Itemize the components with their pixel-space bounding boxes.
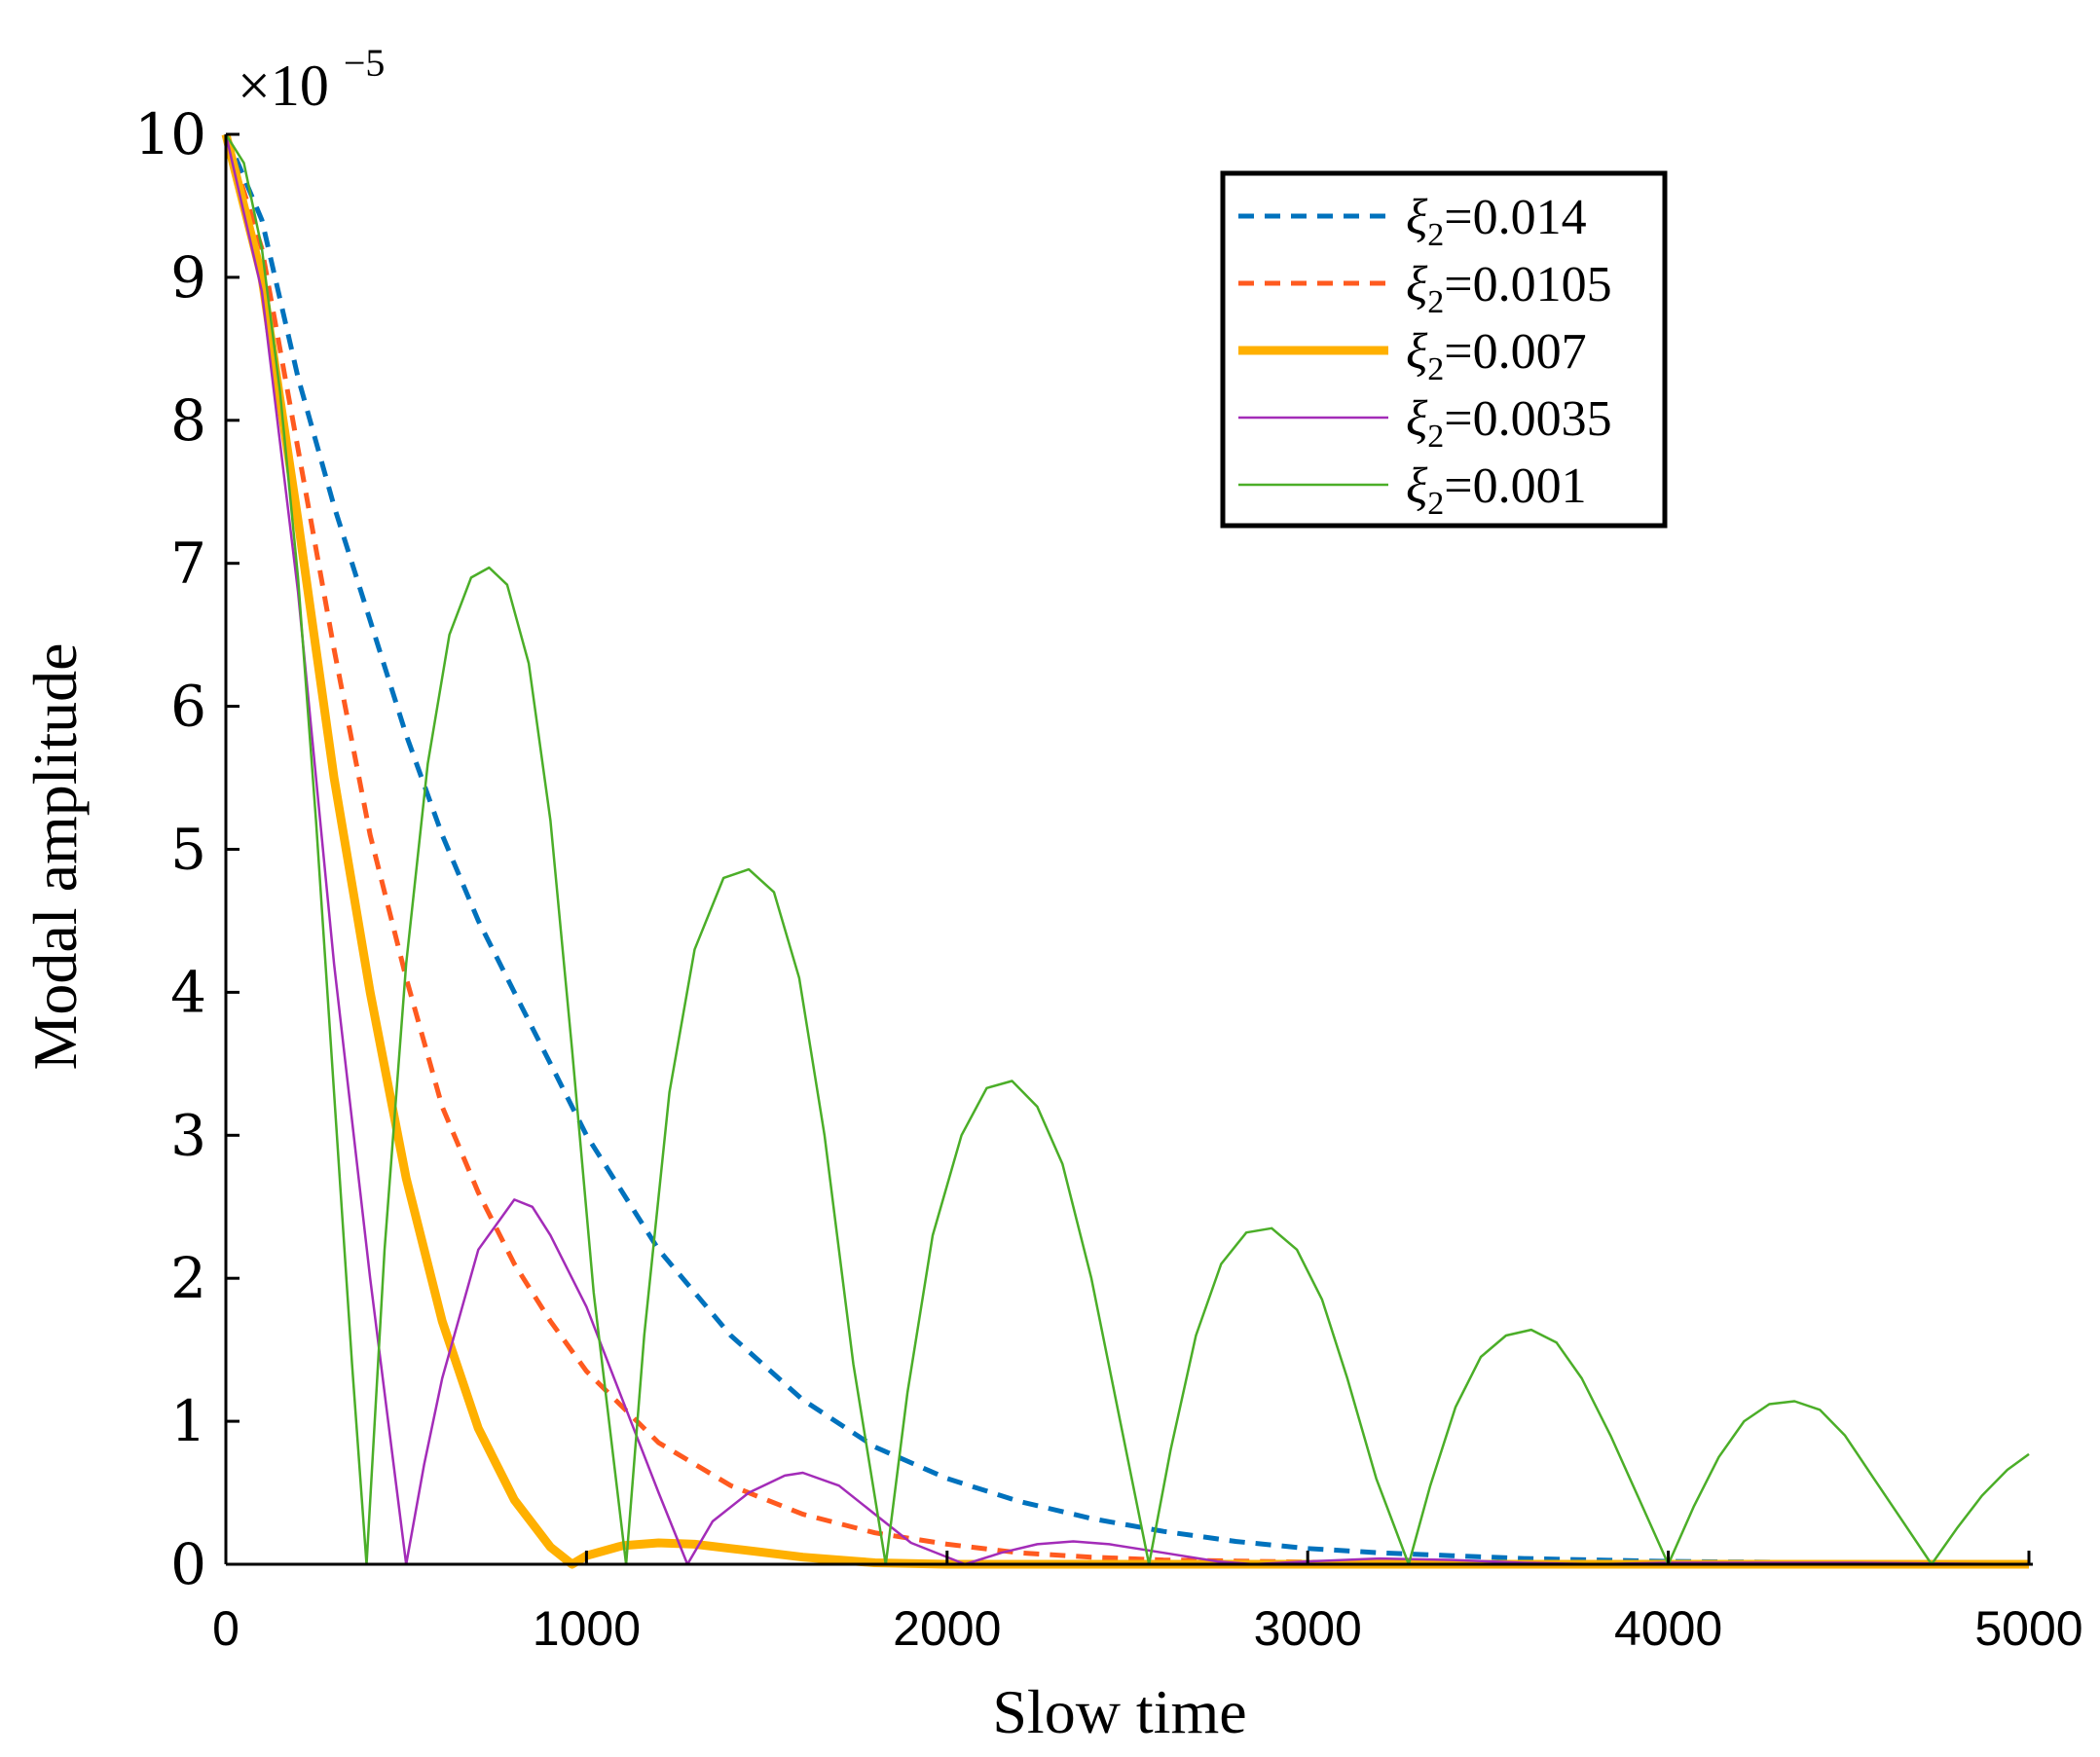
- y-ticks: 0 1 2 3 4 5 6 7 8 9 10: [134, 101, 239, 1597]
- x-tick-label-5000: 5000: [1974, 1601, 2082, 1656]
- y-tick-label-5: 5: [170, 817, 206, 883]
- legend: ξ2=0.014ξ2=0.0105ξ2=0.007ξ2=0.0035ξ2=0.0…: [1220, 170, 1668, 529]
- y-tick-label-1: 1: [170, 1388, 206, 1454]
- y-tick-label-10: 10: [134, 101, 206, 167]
- y-multiplier-exponent: −5: [344, 41, 386, 85]
- legend-box: [1220, 170, 1668, 529]
- x-tick-label-2000: 2000: [893, 1601, 1001, 1656]
- legend-value: =0.007: [1444, 324, 1586, 380]
- legend-symbol: ξ: [1406, 458, 1428, 514]
- series-line-5: [224, 133, 2030, 1566]
- x-tick-label-4000: 4000: [1614, 1601, 1722, 1656]
- y-axis-title: Modal amplitude: [20, 642, 90, 1070]
- y-tick-label-7: 7: [170, 531, 206, 597]
- y-tick-label-3: 3: [170, 1102, 206, 1168]
- y-tick-label-6: 6: [170, 674, 206, 740]
- x-axis-title: Slow time: [992, 1677, 1246, 1746]
- y-tick-label-4: 4: [170, 959, 206, 1025]
- x-ticks: 0 1000 2000 3000 4000 5000: [212, 1551, 2083, 1656]
- x-tick-label-0: 0: [212, 1601, 239, 1656]
- legend-subscript: 2: [1427, 284, 1444, 320]
- legend-symbol: ξ: [1406, 324, 1428, 380]
- legend-symbol: ξ: [1406, 257, 1428, 312]
- series-line-1: [223, 133, 2030, 1566]
- legend-value: =0.0035: [1444, 391, 1611, 447]
- x-tick-label-3000: 3000: [1254, 1601, 1362, 1656]
- legend-symbol: ξ: [1406, 190, 1428, 245]
- y-multiplier: ×10 −5: [238, 41, 385, 118]
- legend-symbol: ξ: [1406, 391, 1428, 447]
- legend-subscript: 2: [1427, 217, 1444, 253]
- y-tick-label-0: 0: [170, 1531, 206, 1597]
- y-tick-label-9: 9: [170, 244, 206, 311]
- legend-label-1: ξ2=0.014: [1406, 190, 1587, 253]
- legend-label-4: ξ2=0.0035: [1406, 391, 1612, 455]
- legend-value: =0.014: [1444, 190, 1586, 245]
- legend-value: =0.0105: [1444, 257, 1611, 312]
- legend-value: =0.001: [1444, 458, 1586, 514]
- legend-subscript: 2: [1427, 486, 1444, 522]
- legend-subscript: 2: [1427, 351, 1444, 387]
- legend-subscript: 2: [1427, 419, 1444, 455]
- y-tick-label-8: 8: [170, 387, 206, 454]
- legend-label-2: ξ2=0.0105: [1406, 257, 1612, 320]
- y-multiplier-base: ×10: [238, 54, 329, 118]
- legend-label-5: ξ2=0.001: [1406, 458, 1587, 522]
- y-tick-label-2: 2: [170, 1245, 206, 1311]
- x-tick-label-1000: 1000: [533, 1601, 641, 1656]
- legend-label-3: ξ2=0.007: [1406, 324, 1587, 387]
- series-line-4: [224, 133, 2030, 1566]
